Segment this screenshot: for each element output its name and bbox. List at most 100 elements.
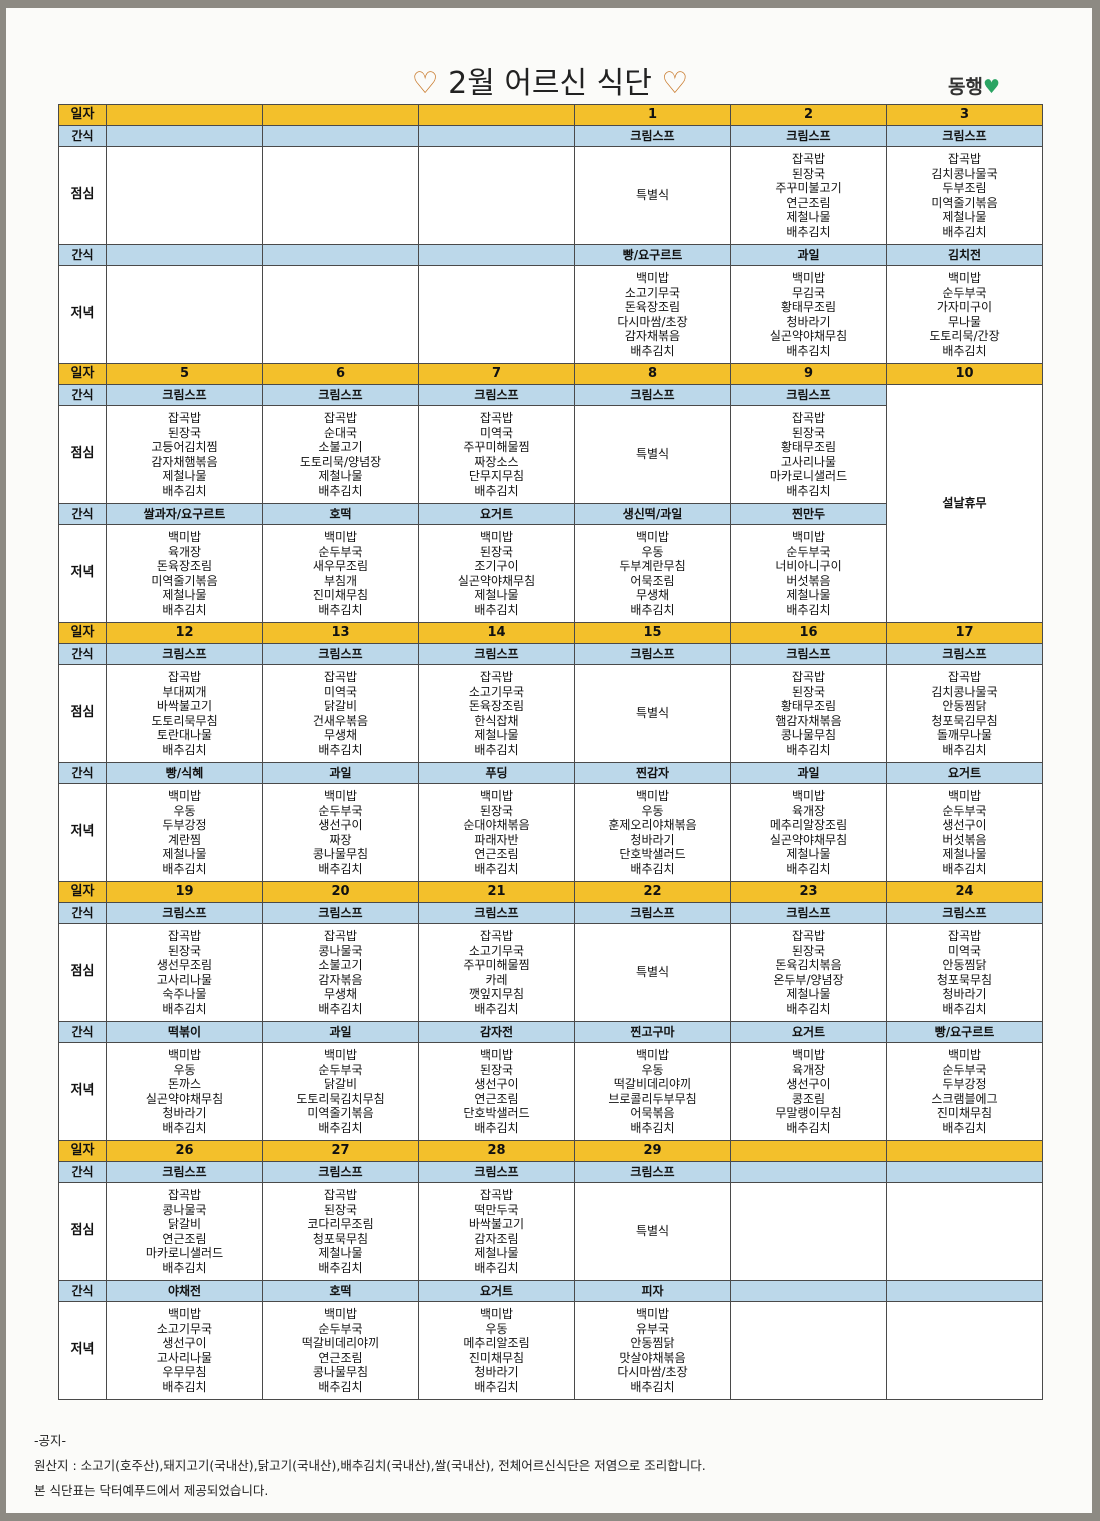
menu-item: 온두부/양념장 [773, 972, 844, 987]
menu-item: 돌깨무나물 [936, 728, 993, 742]
menu-item: 생선무조림 [156, 958, 213, 972]
snack-cell: 감자전 [418, 1021, 575, 1043]
menu-item: 백미밥 [479, 530, 514, 544]
lunch-cell [418, 146, 575, 245]
menu-item: 어묵볶음 [630, 1106, 675, 1120]
date-cell: 27 [262, 1140, 419, 1162]
dinner-row: 저녁 백미밥 우동 두부강정 계란찜 제철나물 배추김치 백미밥 순두부국 생선구이 짜장 콩나물무침… [58, 783, 1043, 882]
menu-item: 버섯볶음 [942, 832, 987, 847]
menu-item: 우동 [173, 803, 196, 818]
green-heart-icon: ♥ [982, 76, 1001, 98]
menu-item: 제철나물 [942, 847, 987, 861]
menu-item: 특별식 [635, 1224, 670, 1239]
menu-item: 청포묵무침 [936, 972, 993, 987]
menu-item: 배추김치 [318, 1120, 363, 1135]
date-row: 일자 5 6 7 8 9 10 [58, 363, 1043, 385]
dinner-cell: 백미밥 된장국 생선구이 연근조림 단호박샐러드 배추김치 [418, 1042, 575, 1141]
date-row-label: 일자 [58, 104, 107, 126]
snack-row-label: 간식 [58, 762, 107, 784]
menu-item: 진미채무침 [936, 1106, 993, 1120]
snack-cell: 크림스프 [418, 902, 575, 924]
menu-item: 백미밥 [635, 789, 670, 803]
snack-cell: 크림스프 [262, 384, 419, 406]
menu-item: 된장국 [479, 803, 514, 818]
snack-cell: 요거트 [730, 1021, 887, 1043]
lunch-cell: 잡곡밥 순대국 소불고기 도토리묵/양념장 제철나물 배추김치 [262, 405, 419, 504]
lunch-cell: 잡곡밥 된장국 황태무조림 햄감자채볶음 콩나물무침 배추김치 [730, 664, 887, 763]
menu-item: 두부조림 [942, 181, 987, 195]
lunch-cell: 잡곡밥 된장국 고등어김치찜 감자채햄볶음 제철나물 배추김치 [106, 405, 263, 504]
menu-item: 백미밥 [167, 530, 202, 544]
menu-item: 토란대나물 [156, 728, 213, 742]
menu-item: 백미밥 [479, 1048, 514, 1062]
snack-cell: 크림스프 [730, 902, 887, 924]
menu-item: 두부계란무침 [619, 559, 686, 573]
menu-item: 육개장 [167, 544, 202, 559]
lunch-cell: 잡곡밥 떡만두국 바싹불고기 감자조림 제철나물 배추김치 [418, 1182, 575, 1281]
snack-cell [886, 1280, 1043, 1302]
snack-row: 간식 빵/요구르트 과일 김치전 [58, 244, 1043, 266]
menu-item: 연근조림 [474, 847, 519, 861]
menu-item: 배추김치 [942, 742, 987, 757]
menu-item: 배추김치 [786, 742, 831, 757]
menu-item: 청포묵김무침 [931, 713, 998, 728]
dinner-cell: 백미밥 소고기무국 돈육장조림 다시마쌈/초장 감자채볶음 배추김치 [574, 265, 731, 364]
menu-item: 미역국 [479, 425, 514, 440]
dinner-row: 저녁 백미밥 소고기무국 생선구이 고사리나물 우무무침 배추김치 백미밥 순두부국 떡갈비데리야… [58, 1301, 1043, 1400]
menu-item: 소고기무국 [468, 943, 525, 958]
menu-item: 순두부국 [786, 544, 831, 559]
menu-item: 제철나물 [474, 1246, 519, 1260]
date-cell: 14 [418, 622, 575, 644]
menu-item: 닭갈비 [167, 1217, 202, 1231]
menu-item: 소불고기 [318, 440, 363, 454]
menu-item: 백미밥 [323, 789, 358, 803]
menu-item: 가자미구이 [936, 300, 993, 314]
menu-item: 콩나물무침 [312, 847, 369, 861]
snack-cell: 호떡 [262, 1280, 419, 1302]
lunch-cell: 잡곡밥 부대찌개 바싹불고기 도토리묵무침 토란대나물 배추김치 [106, 664, 263, 763]
menu-item: 잡곡밥 [167, 411, 202, 425]
snack-row-label: 간식 [58, 384, 107, 406]
menu-item: 제철나물 [942, 210, 987, 224]
menu-item: 육개장 [791, 803, 826, 818]
menu-item: 콩나물무침 [312, 1365, 369, 1379]
menu-item: 된장국 [791, 684, 826, 699]
heart-icon-left: ♡ [411, 66, 439, 101]
menu-item: 김치콩나물국 [931, 166, 998, 181]
snack-cell [262, 125, 419, 147]
lunch-cell [886, 1182, 1043, 1281]
menu-item: 배추김치 [786, 602, 831, 617]
lunch-row: 점심 잡곡밥 된장국 생선무조림 고사리나물 숙주나물 배추김치 잡곡밥 콩나물국 소불고기 감자볶… [58, 923, 1043, 1022]
menu-item: 마카로니샐러드 [145, 1246, 224, 1260]
menu-item: 두부강정 [162, 818, 207, 832]
snack-cell [262, 244, 419, 266]
menu-item: 제철나물 [318, 469, 363, 483]
lunch-cell: 잡곡밥 된장국 코다리무조림 청포묵무침 제철나물 배추김치 [262, 1182, 419, 1281]
snack-cell: 찐만두 [730, 503, 887, 525]
menu-item: 무생채 [635, 588, 670, 602]
dinner-cell: 백미밥 유부국 안동찜닭 맛살야채볶음 다시마쌈/초장 배추김치 [574, 1301, 731, 1400]
menu-item: 어묵조림 [630, 573, 675, 588]
menu-item: 제철나물 [786, 588, 831, 602]
menu-item: 소불고기 [318, 958, 363, 972]
dinner-cell: 백미밥 우동 두부강정 계란찜 제철나물 배추김치 [106, 783, 263, 882]
menu-item: 청바라기 [474, 1365, 519, 1379]
date-cell: 15 [574, 622, 731, 644]
menu-item: 배추김치 [786, 861, 831, 876]
menu-item: 소고기무국 [156, 1321, 213, 1336]
menu-table: 일자 1 2 3 간식 크림스프 크림스프 크림스프 점심 특별식 잡곡밥 된장국 주꾸미불고기 연근조림… [58, 104, 1043, 1400]
dinner-cell [886, 1301, 1043, 1400]
menu-item: 배추김치 [942, 861, 987, 876]
lunch-row: 점심 잡곡밥 된장국 고등어김치찜 감자채햄볶음 제철나물 배추김치 잡곡밥 순대국 소불고기 도토… [58, 405, 1043, 504]
dinner-cell: 백미밥 순두부국 생선구이 짜장 콩나물무침 배추김치 [262, 783, 419, 882]
snack-cell: 찐감자 [574, 762, 731, 784]
snack-cell: 빵/요구르트 [886, 1021, 1043, 1043]
snack-cell: 호떡 [262, 503, 419, 525]
menu-item: 백미밥 [635, 530, 670, 544]
menu-item: 배추김치 [942, 1001, 987, 1016]
dinner-cell: 백미밥 무김국 황태무조림 청바라기 실곤약야채무침 배추김치 [730, 265, 887, 364]
menu-item: 잡곡밥 [947, 152, 982, 166]
snack-row-label: 간식 [58, 1280, 107, 1302]
brand-label: 동행♥ [948, 72, 1000, 99]
menu-item: 생선구이 [942, 818, 987, 832]
